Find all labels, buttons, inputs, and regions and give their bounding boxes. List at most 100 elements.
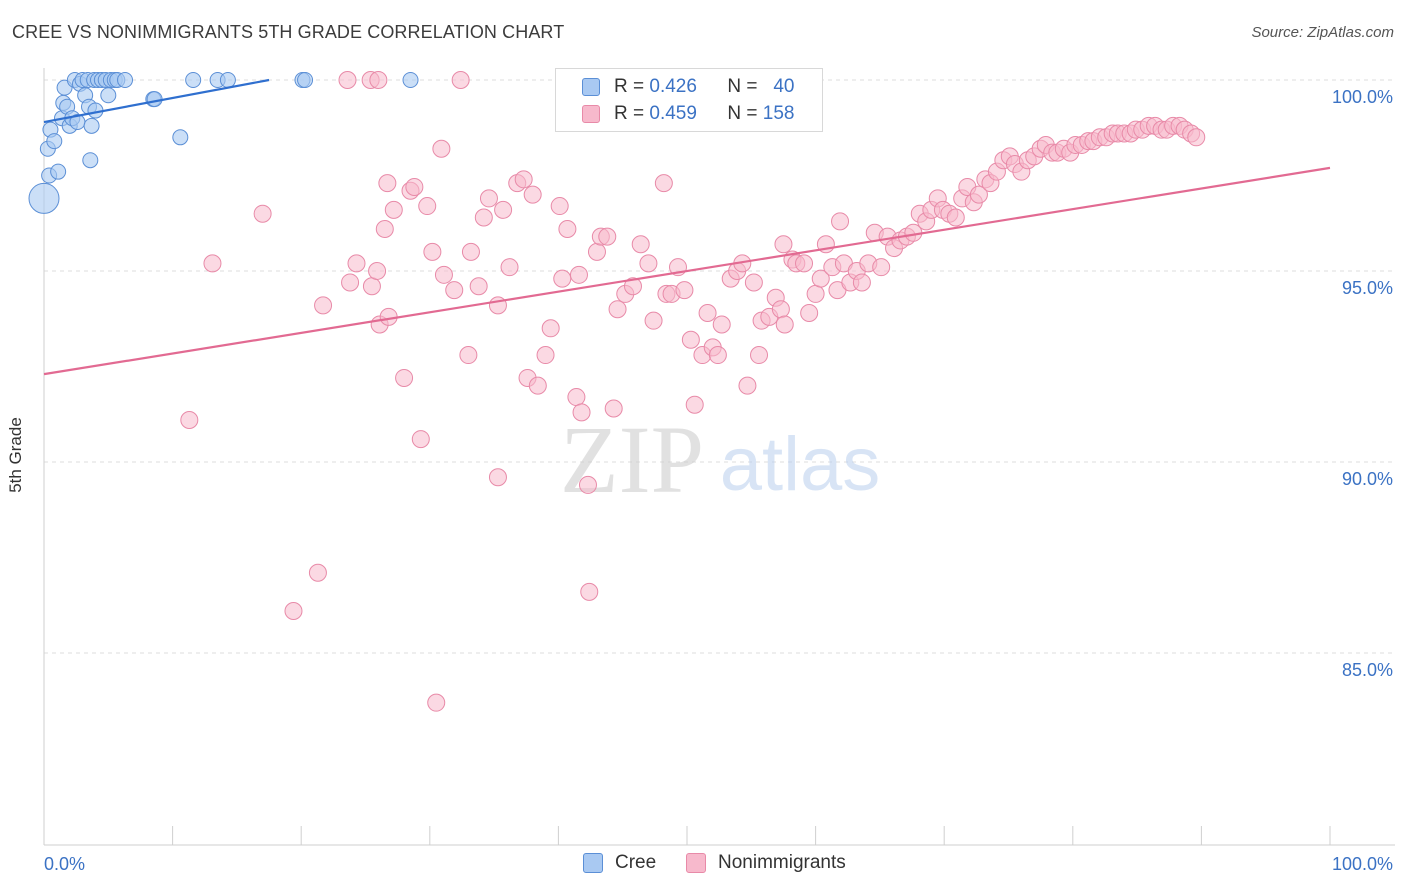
nonimmigrants-point bbox=[572, 403, 591, 422]
nonimmigrants-point bbox=[598, 227, 617, 246]
nonimmigrants-point bbox=[750, 346, 769, 365]
cree-r-value: 0.426 bbox=[649, 76, 697, 97]
source-label: Source: ZipAtlas.com bbox=[1251, 24, 1394, 41]
nonimmigrants-points bbox=[180, 71, 1206, 712]
nonimmigrants-point bbox=[872, 258, 891, 277]
nonimmigrants-point bbox=[375, 219, 394, 238]
nonimmigrants-point bbox=[578, 475, 597, 494]
legend-item-cree[interactable]: Cree bbox=[583, 852, 656, 874]
nonimmigrants-point bbox=[474, 208, 493, 227]
nonimmigrants-point bbox=[314, 296, 333, 315]
cree-swatch bbox=[582, 78, 600, 96]
y-axis-label: 5th Grade bbox=[6, 417, 25, 493]
cree-point bbox=[50, 163, 67, 180]
nonimmigrants-point bbox=[432, 139, 451, 158]
nonimmigrants-point bbox=[712, 315, 731, 334]
nonimmigrants-point bbox=[553, 269, 572, 288]
legend-item-nonimmigrants[interactable]: Nonimmigrants bbox=[686, 852, 846, 874]
legend-n-label: N = bbox=[727, 76, 758, 97]
nonimmigrants-point bbox=[623, 277, 642, 296]
nonimmigrants-point bbox=[451, 71, 470, 89]
cree-point bbox=[172, 129, 189, 146]
watermark: ZIP atlas bbox=[560, 406, 880, 513]
nonimmigrants-point bbox=[969, 185, 988, 204]
nonimmigrants-point bbox=[536, 346, 555, 365]
nonimmigrants-point bbox=[744, 273, 763, 292]
nonimmigrants-point bbox=[405, 177, 424, 196]
nonimmigrants-point bbox=[1187, 128, 1206, 147]
nonimmigrants-point bbox=[378, 174, 397, 193]
cree-trend-line bbox=[43, 78, 270, 124]
nonimmigrants-point bbox=[338, 71, 357, 89]
y-tick-label: 100.0% bbox=[1332, 87, 1393, 107]
trend-lines bbox=[43, 78, 1331, 376]
nonimmigrants-point bbox=[203, 254, 222, 273]
nonimmigrants-point bbox=[469, 277, 488, 296]
nonimmigrants-point bbox=[631, 235, 650, 254]
nonimmigrants-point bbox=[675, 281, 694, 300]
nonimmigrants-point bbox=[494, 200, 513, 219]
nonimmigrants-point bbox=[384, 200, 403, 219]
legend-row-nonimmigrants: R = 0.459 N = 158 bbox=[582, 102, 794, 126]
watermark-atlas: atlas bbox=[720, 422, 881, 507]
nonimmigrants-point bbox=[654, 174, 673, 193]
nonimmigrants-r-value: 0.459 bbox=[649, 103, 697, 124]
nonimmigrants-point bbox=[523, 185, 542, 204]
x-tick-label-min: 0.0% bbox=[44, 854, 85, 874]
nonimmigrants-point bbox=[459, 346, 478, 365]
nonimmigrants-point bbox=[639, 254, 658, 273]
legend-row-cree: R = 0.426 N = 40 bbox=[582, 75, 794, 99]
nonimmigrants-point bbox=[946, 208, 965, 227]
cree-point bbox=[219, 72, 236, 88]
nonimmigrants-point bbox=[550, 197, 569, 216]
nonimmigrants-n-value: 158 bbox=[762, 103, 795, 124]
cree-point bbox=[28, 182, 60, 214]
chart-title: CREE VS NONIMMIGRANTS 5TH GRADE CORRELAT… bbox=[12, 22, 565, 42]
nonimmigrants-point bbox=[795, 254, 814, 273]
nonimmigrants-point bbox=[771, 300, 790, 319]
nonimmigrants-point bbox=[341, 273, 360, 292]
cree-point bbox=[117, 72, 134, 88]
nonimmigrants-point bbox=[708, 346, 727, 365]
tick-labels: 100.0% 95.0% 90.0% 85.0% 0.0% 100.0% bbox=[44, 87, 1393, 874]
nonimmigrants-point bbox=[775, 315, 794, 334]
nonimmigrants-point bbox=[488, 468, 507, 487]
grid-lines bbox=[44, 79, 1395, 654]
nonimmigrants-point bbox=[427, 693, 446, 712]
nonimmigrants-point bbox=[681, 330, 700, 349]
legend-n-label: N = bbox=[727, 103, 758, 124]
nonimmigrants-point bbox=[831, 212, 850, 231]
nonimmigrants-point bbox=[180, 410, 199, 429]
nonimmigrants-point bbox=[580, 582, 599, 601]
nonimmigrants-point bbox=[368, 262, 387, 280]
nonimmigrants-point bbox=[738, 376, 757, 395]
nonimmigrants-point bbox=[284, 601, 303, 620]
x-tick-label-max: 100.0% bbox=[1332, 854, 1393, 874]
cree-point bbox=[100, 87, 117, 104]
series-legend: Cree Nonimmigrants bbox=[0, 852, 1406, 878]
y-tick-label: 85.0% bbox=[1342, 660, 1393, 680]
nonimmigrants-point bbox=[253, 204, 272, 223]
nonimmigrants-point bbox=[569, 265, 588, 284]
nonimmigrants-point bbox=[567, 388, 586, 407]
legend-r-label: R = bbox=[614, 103, 645, 124]
cree-n-value: 40 bbox=[773, 76, 795, 97]
cree-point bbox=[83, 117, 100, 134]
nonimmigrants-point bbox=[811, 269, 830, 288]
nonimmigrants-point bbox=[479, 189, 498, 208]
cree-point bbox=[402, 72, 419, 88]
nonimmigrants-point bbox=[461, 242, 480, 261]
nonimmigrants-point bbox=[308, 563, 327, 582]
legend-nonimmigrants-label: Nonimmigrants bbox=[718, 852, 846, 873]
y-tick-label: 90.0% bbox=[1342, 469, 1393, 489]
nonimmigrants-point bbox=[500, 258, 519, 277]
nonimmigrants-point bbox=[604, 399, 623, 418]
y-tick-label: 95.0% bbox=[1342, 278, 1393, 298]
cree-point bbox=[185, 72, 202, 88]
nonimmigrants-point bbox=[528, 376, 547, 395]
nonimmigrants-swatch bbox=[582, 105, 600, 123]
nonimmigrants-point bbox=[347, 254, 366, 273]
cree-point bbox=[82, 152, 99, 169]
nonimmigrants-point bbox=[423, 242, 442, 261]
